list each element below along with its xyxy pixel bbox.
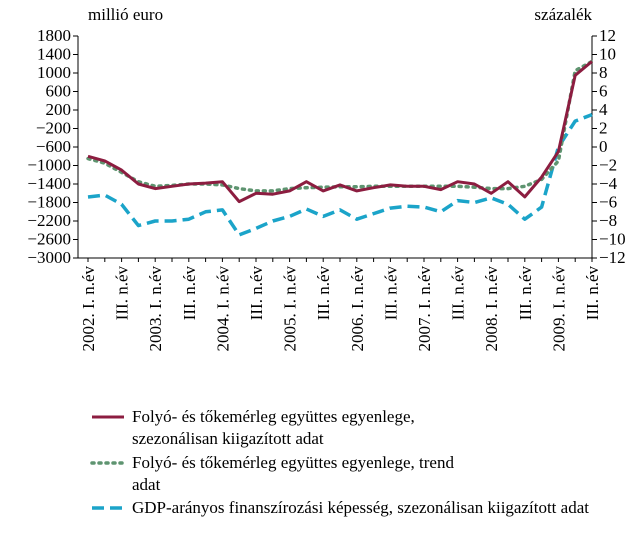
- y2-axis-label: százalék: [534, 5, 592, 24]
- y-tick-label: −1000: [27, 156, 71, 175]
- x-tick-label: III. n.év: [516, 266, 535, 321]
- y2-tick-label: −8: [599, 211, 617, 230]
- y-tick-label: 1400: [37, 45, 71, 64]
- series-line: [87, 60, 593, 204]
- x-tick-label: 2003. I. n.év: [146, 266, 165, 352]
- y2-tick-label: −10: [599, 230, 626, 249]
- legend-swatch: [90, 461, 126, 465]
- series-line: [86, 59, 594, 193]
- y2-tick-label: 8: [599, 63, 608, 82]
- x-tick-label: 2005. I. n.év: [281, 266, 300, 352]
- chart: millió euro százalék −3000−2600−2200−180…: [27, 5, 626, 352]
- y-tick-label: 600: [46, 82, 72, 101]
- y-tick-label: −200: [36, 119, 71, 138]
- y2-tick-label: −12: [599, 248, 626, 267]
- y2-tick-label: 12: [599, 26, 616, 45]
- y-tick-label: −1400: [27, 174, 71, 193]
- y-axis-label: millió euro: [88, 5, 163, 24]
- legend-item: GDP-arányos finanszírozási képesség, sze…: [90, 497, 589, 519]
- legend-label: Folyó- és tőkemérleg együttes egyenlege,…: [132, 407, 415, 448]
- x-tick-label: III. n.év: [314, 266, 333, 321]
- y2-tick-label: 6: [599, 82, 608, 101]
- y2-tick-label: −6: [599, 193, 617, 212]
- x-tick-label: III. n.év: [113, 266, 132, 321]
- y-tick-label: 1800: [37, 26, 71, 45]
- x-tick-label: III. n.év: [583, 266, 602, 321]
- series-line: [87, 112, 593, 237]
- legend-swatch: [92, 415, 124, 419]
- y-tick-label: −2600: [27, 230, 71, 249]
- x-tick-label: III. n.év: [180, 266, 199, 321]
- legend-item: Folyó- és tőkemérleg együttes egyenlege,…: [90, 452, 462, 496]
- legend-item: Folyó- és tőkemérleg együttes egyenlege,…: [90, 406, 462, 450]
- y-tick-label: 200: [46, 100, 72, 119]
- x-tick-label: 2007. I. n.év: [415, 266, 434, 352]
- x-tick-label: 2002. I. n.év: [79, 266, 98, 352]
- y2-tick-label: −2: [599, 156, 617, 175]
- y-tick-label: 1000: [37, 63, 71, 82]
- y-tick-label: −3000: [27, 248, 71, 267]
- x-tick-label: 2006. I. n.év: [348, 266, 367, 352]
- x-tick-label: 2004. I. n.év: [213, 266, 232, 352]
- x-tick-label: III. n.év: [449, 266, 468, 321]
- x-tick-label: 2008. I. n.év: [482, 266, 501, 352]
- y-tick-label: −600: [36, 137, 71, 156]
- legend-label: Folyó- és tőkemérleg együttes egyenlege,…: [132, 453, 454, 494]
- legend-label: GDP-arányos finanszírozási képesség, sze…: [132, 498, 589, 517]
- y2-tick-label: 0: [599, 137, 608, 156]
- y-tick-label: −1800: [27, 193, 71, 212]
- x-tick-label: III. n.év: [247, 266, 266, 321]
- y2-tick-label: 10: [599, 45, 616, 64]
- y2-tick-label: 2: [599, 119, 608, 138]
- legend-swatch: [92, 506, 124, 510]
- y2-tick-label: −4: [599, 174, 618, 193]
- x-tick-label: III. n.év: [381, 266, 400, 321]
- x-tick-label: 2009. I. n.év: [549, 266, 568, 352]
- y-tick-label: −2200: [27, 211, 71, 230]
- y2-tick-label: 4: [599, 100, 608, 119]
